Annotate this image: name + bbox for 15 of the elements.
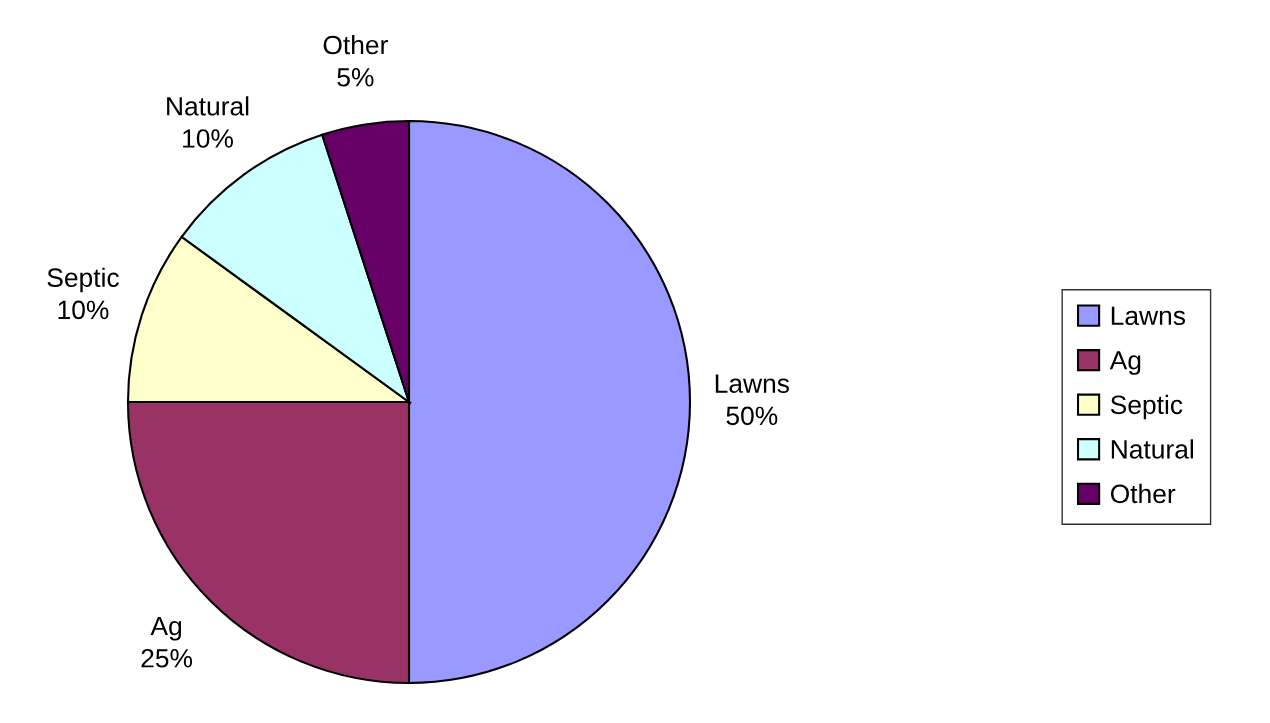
slice-label: Lawns [715,374,790,393]
slice-label: Ag [150,616,182,641]
data-label: 10% [183,129,233,148]
data-label: 5% [337,68,374,87]
data-label: 50% [726,406,778,426]
legend-label: Ag [1109,351,1141,375]
slice-label: Septic [47,267,119,293]
legend-label: Septic [1110,394,1183,420]
data-label: 10% [58,300,109,320]
legend-label: Lawns [1111,306,1186,326]
slice-label: Other [323,34,388,55]
data-label: 25% [141,648,193,668]
slice-label: Natural [167,96,249,116]
legend-label: Natural [1111,439,1193,459]
legend-label: Other [1110,483,1176,504]
